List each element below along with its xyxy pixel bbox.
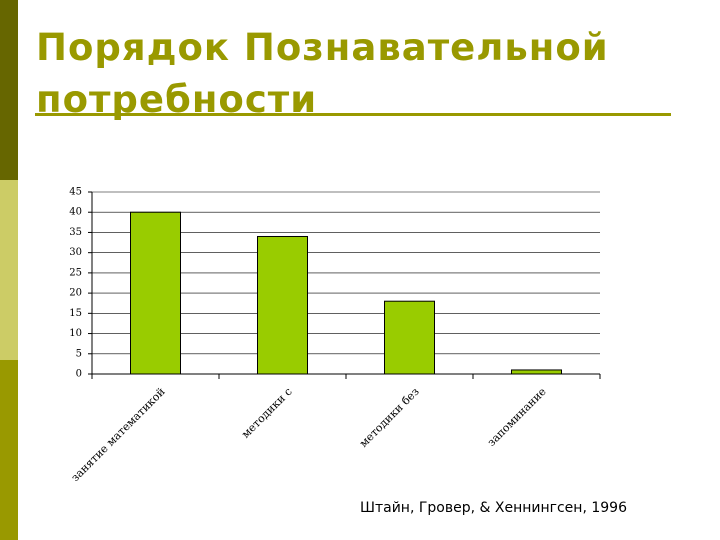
stripe	[0, 360, 18, 540]
stripe	[0, 180, 18, 360]
x-tick-label: запоминание	[485, 385, 549, 449]
y-tick-label: 0	[76, 369, 82, 380]
x-tick-label: методики с	[239, 385, 295, 441]
bar	[511, 369, 562, 375]
bar	[384, 300, 435, 375]
y-tick-label: 30	[69, 247, 82, 258]
y-tick-label: 15	[69, 308, 82, 319]
y-tick-label: 35	[69, 227, 82, 238]
title-rule	[35, 113, 671, 116]
y-tick-label: 10	[69, 328, 82, 339]
x-tick-label: методики без	[357, 385, 422, 450]
y-tick-label: 40	[69, 207, 82, 218]
y-tick-label: 20	[69, 288, 82, 299]
x-tick-label: занятие математикой	[69, 385, 168, 484]
source-note: Штайн, Гровер, & Хеннингсен, 1996	[360, 500, 627, 516]
bar	[257, 235, 308, 375]
y-tick-label: 5	[76, 348, 82, 359]
bar	[130, 211, 181, 375]
y-tick-label: 45	[69, 187, 82, 198]
y-tick-label: 25	[69, 267, 82, 278]
stripe	[0, 0, 18, 180]
